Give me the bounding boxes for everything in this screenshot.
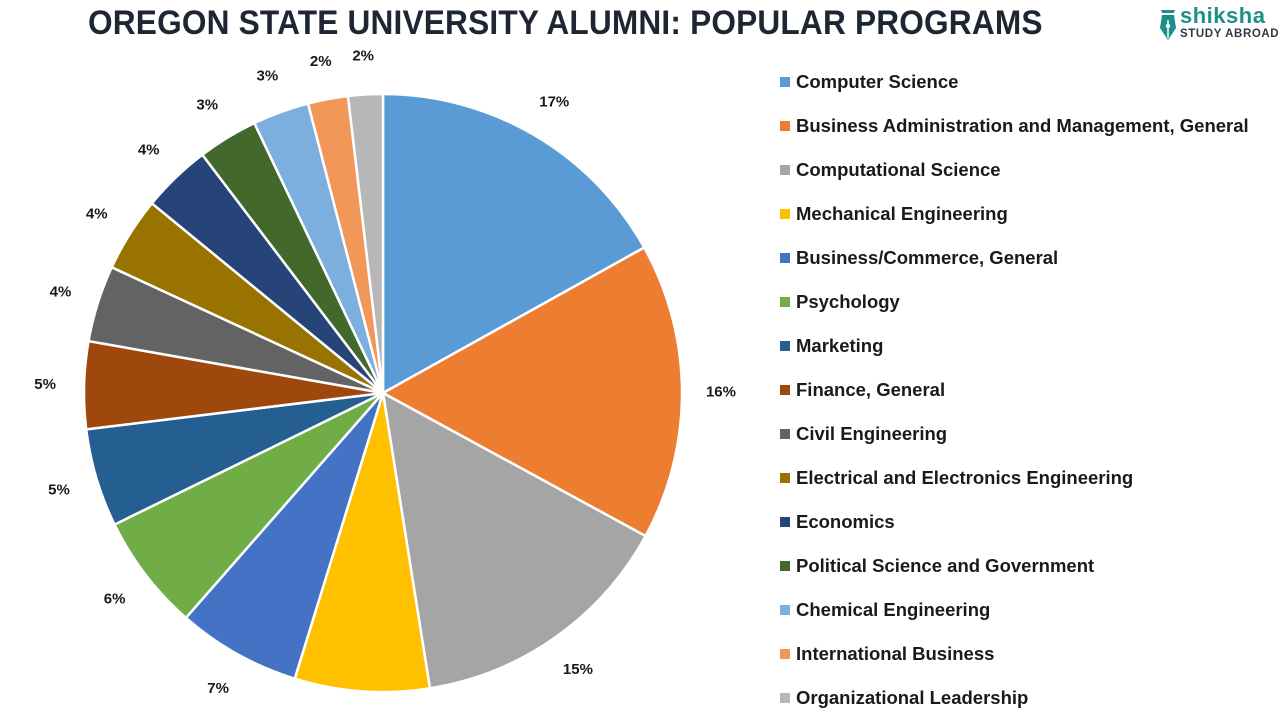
legend-item: Finance, General: [780, 368, 945, 412]
legend-label: Computer Science: [796, 71, 959, 92]
legend-item: Organizational Leadership: [780, 676, 1028, 720]
legend-swatch: [780, 473, 790, 483]
legend-swatch: [780, 561, 790, 571]
legend-item: Mechanical Engineering: [780, 192, 1008, 236]
legend-item: Business Administration and Management, …: [780, 104, 1249, 148]
legend-swatch: [780, 121, 790, 131]
legend-swatch: [780, 209, 790, 219]
legend-label: Mechanical Engineering: [796, 203, 1008, 224]
legend-swatch: [780, 165, 790, 175]
pie-slice-computational-science: [381, 390, 648, 690]
data-label: 7%: [207, 680, 229, 697]
pie-slice-business-commerce-general: [184, 392, 385, 681]
data-label: 4%: [50, 284, 72, 301]
data-label: 4%: [86, 205, 108, 222]
legend-label: Organizational Leadership: [796, 687, 1029, 708]
pen-nib-icon: [1160, 10, 1176, 40]
data-label: 4%: [138, 141, 160, 158]
legend-swatch: [780, 77, 790, 87]
data-label: 2%: [352, 48, 374, 65]
data-label: 17%: [539, 94, 569, 111]
data-label: 5%: [48, 481, 70, 498]
shiksha-logo: shiksha STUDY ABROAD: [1158, 3, 1279, 46]
legend-item: Computational Science: [780, 148, 1001, 192]
legend-item: Psychology: [780, 280, 900, 324]
legend-label: Economics: [796, 511, 895, 532]
data-label: 16%: [706, 383, 736, 400]
legend-item: Electrical and Electronics Engineering: [780, 456, 1133, 500]
legend-swatch: [780, 297, 790, 307]
legend-label: Psychology: [796, 291, 900, 312]
legend-label: Political Science and Government: [796, 555, 1095, 576]
legend-label: International Business: [796, 643, 995, 664]
legend-item: Marketing: [780, 324, 883, 368]
pie-slice-business-administration-and-management-general: [380, 245, 684, 538]
legend-swatch: [780, 605, 790, 615]
data-label: 6%: [104, 590, 126, 607]
legend-swatch: [780, 253, 790, 263]
legend-swatch: [780, 517, 790, 527]
data-label: 15%: [563, 661, 593, 678]
legend-item: International Business: [780, 632, 994, 676]
legend-label: Business/Commerce, General: [796, 247, 1059, 268]
pie-slice-mechanical-engineering: [293, 392, 432, 694]
legend-swatch: [780, 341, 790, 351]
legend-item: Business/Commerce, General: [780, 236, 1058, 280]
data-label: 3%: [257, 67, 279, 84]
legend-item: Political Science and Government: [780, 544, 1094, 588]
legend-swatch: [780, 385, 790, 395]
legend-label: Civil Engineering: [796, 423, 948, 444]
pie-chart: 17%16%15%7%7%6%5%5%4%4%4%3%3%2%2%: [34, 48, 736, 697]
legend-item: Computer Science: [780, 60, 958, 104]
legend-item: Civil Engineering: [780, 412, 947, 456]
legend-swatch: [780, 429, 790, 439]
legend-label: Marketing: [796, 335, 884, 356]
pie-slice-organizational-leadership: [346, 92, 385, 394]
data-label: 3%: [196, 96, 218, 113]
legend-item: Chemical Engineering: [780, 588, 990, 632]
chart-title: OREGON STATE UNIVERSITY ALUMNI: POPULAR …: [88, 4, 1043, 42]
legend-label: Business Administration and Management, …: [796, 115, 1249, 136]
legend-label: Finance, General: [796, 379, 946, 400]
logo-brand-text: shiksha: [1180, 3, 1266, 28]
legend-label: Electrical and Electronics Engineering: [796, 467, 1134, 488]
data-label: 5%: [34, 376, 56, 393]
logo-subtitle: STUDY ABROAD: [1180, 28, 1280, 40]
data-label: 2%: [310, 53, 332, 70]
pie-slice-computer-science: [381, 92, 646, 396]
legend-swatch: [780, 693, 790, 703]
pie-slice-psychology: [112, 391, 384, 620]
legend-swatch: [780, 649, 790, 659]
legend-label: Computational Science: [796, 159, 1001, 180]
legend-item: Economics: [780, 500, 895, 544]
legend-label: Chemical Engineering: [796, 599, 991, 620]
